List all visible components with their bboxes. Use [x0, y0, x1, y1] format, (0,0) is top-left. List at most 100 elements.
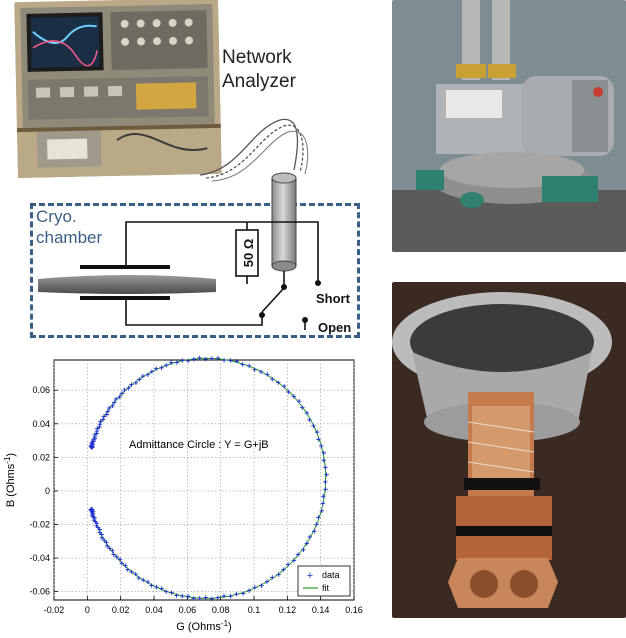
data-point: [91, 517, 97, 523]
data-point: [126, 385, 131, 391]
data-point: [136, 575, 141, 581]
y-axis-label: B (Ohms-1): [3, 453, 17, 507]
x-tick-label: 0.08: [212, 605, 230, 615]
data-point: [145, 579, 151, 585]
data-point: [113, 396, 119, 402]
legend-fit-label: fit: [322, 583, 330, 593]
data-point: [246, 588, 252, 593]
coax-cable: [199, 118, 299, 176]
data-point: [291, 558, 297, 563]
data-point: [140, 373, 146, 379]
data-point: [316, 515, 321, 520]
data-point: [323, 479, 328, 485]
resistor-label: 50 Ω: [241, 239, 256, 268]
cryo-chamber-box: [30, 203, 360, 338]
data-point: [141, 577, 146, 583]
data-point: [94, 523, 99, 529]
y-tick-label: -0.06: [29, 587, 50, 597]
data-point: [149, 583, 154, 588]
data-point: [105, 409, 111, 414]
data-point: [316, 437, 321, 442]
data-point: [117, 557, 123, 562]
data-point: [104, 412, 109, 417]
data-point: [119, 561, 124, 566]
data-point: [203, 595, 208, 600]
data-point: [321, 458, 326, 463]
resistor: [235, 229, 259, 277]
data-point: [221, 358, 227, 363]
data-point: [104, 540, 109, 545]
data-point: [270, 377, 275, 382]
data-point: [180, 358, 185, 363]
y-tick-label: -0.02: [29, 519, 50, 529]
wire-top: [125, 221, 319, 280]
cryo-chamber-label-line2: chamber: [36, 228, 103, 247]
data-point: [111, 400, 117, 405]
coax-connector-top: [271, 172, 297, 184]
data-point: [203, 356, 208, 362]
data-point: [101, 414, 107, 419]
sample-disc: [38, 275, 216, 294]
circuit-schematic: 50 Ω: [38, 118, 321, 330]
data-point: [164, 362, 169, 368]
data-point: [111, 552, 116, 557]
y-tick-label: 0.06: [32, 385, 50, 395]
data-point: [117, 394, 122, 400]
data-point: [94, 426, 100, 431]
data-point: [234, 591, 239, 597]
x-tick-label: 0.16: [345, 605, 363, 615]
network-analyzer-label-line1: Network: [222, 47, 292, 68]
data-point: [296, 398, 302, 404]
data-point: [285, 562, 291, 567]
data-point: [314, 429, 320, 435]
data-point: [119, 391, 125, 396]
data-point: [221, 593, 227, 599]
data-point: [180, 593, 185, 599]
data-point: [191, 357, 196, 362]
data-point: [185, 594, 191, 599]
x-tick-label: 0.12: [279, 605, 297, 615]
x-tick-label: 0.06: [179, 605, 197, 615]
data-point: [281, 384, 287, 389]
data-point: [234, 359, 240, 364]
data-point: [114, 554, 119, 560]
data-point: [258, 369, 264, 375]
legend-data-label: data: [322, 570, 340, 580]
data-point: [312, 529, 317, 534]
admittance-chart: -0.02 0 0.02 0.04 0.06 0.08 0.1 0.12 0.14 0.16 -0.…: [3, 355, 363, 633]
data-point: [286, 389, 291, 395]
cryo-chamber-label: Cryo. chamber: [36, 206, 102, 248]
data-point: [321, 494, 326, 499]
data-point: [137, 377, 142, 382]
data-point: [228, 358, 233, 363]
data-point: [168, 360, 174, 365]
chart-legend: + data fit: [297, 565, 351, 597]
data-point: [101, 537, 107, 543]
x-axis-label: G (Ohms-1): [176, 619, 231, 633]
data-point: [169, 590, 174, 595]
short-label: Short: [316, 291, 350, 306]
data-point: [191, 596, 196, 601]
data-point: [270, 575, 275, 580]
data-point: [159, 365, 164, 371]
data-point: [276, 380, 281, 385]
x-tick-label: 0: [85, 605, 90, 615]
data-point: [129, 382, 134, 387]
coax-connector-bottom: [271, 260, 297, 272]
data-point: [107, 405, 112, 411]
data-point: [320, 501, 325, 506]
y-tick-label: 0: [45, 486, 50, 496]
data-point: [319, 443, 324, 449]
data-point: [209, 356, 214, 361]
data-point: [281, 567, 286, 572]
chart-annotation: Admittance Circle : Y = G+jB: [129, 439, 269, 451]
data-point: [215, 595, 221, 600]
data-point: [197, 595, 202, 601]
y-tick-label: -0.04: [29, 553, 50, 563]
data-point: [174, 593, 179, 598]
data-point: [100, 417, 106, 422]
x-tick-label: 0.1: [248, 605, 261, 615]
data-point: [110, 403, 115, 409]
data-point: [97, 422, 103, 427]
data-point: [123, 563, 128, 568]
